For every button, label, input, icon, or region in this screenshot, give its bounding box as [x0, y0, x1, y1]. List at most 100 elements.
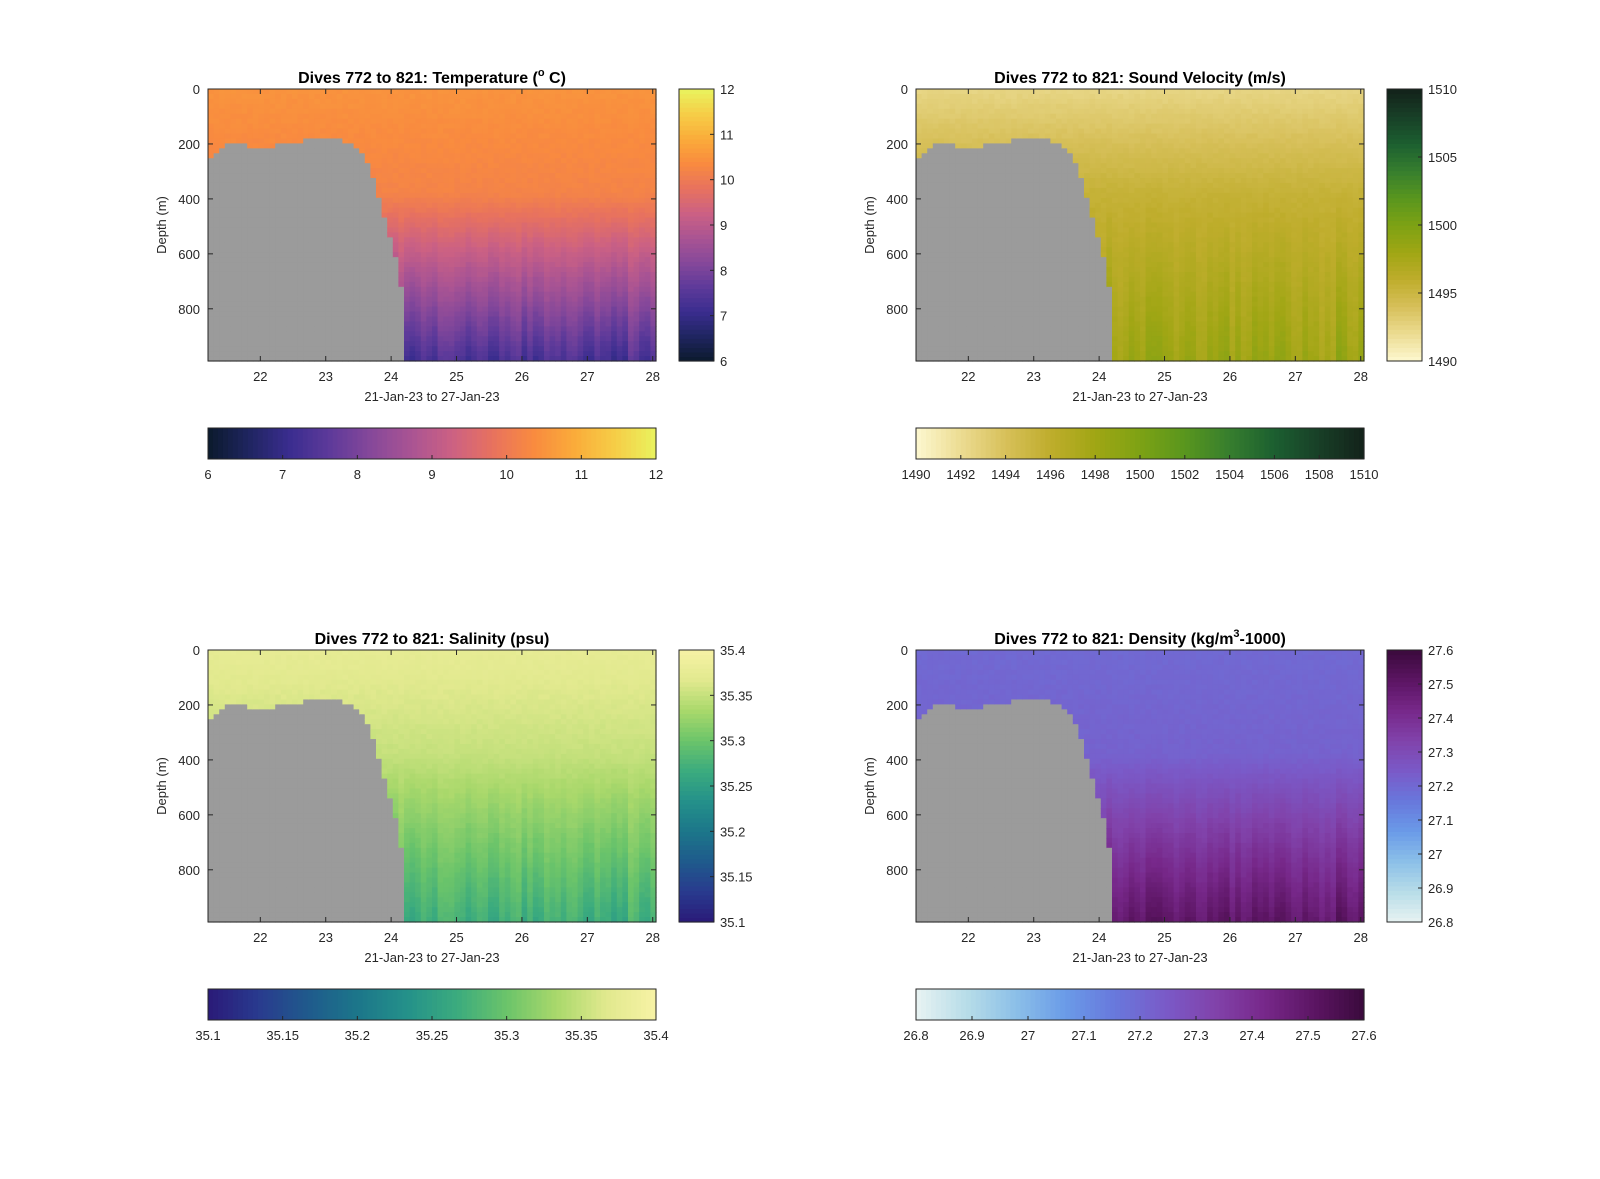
- heatmap-cell: [275, 306, 282, 313]
- heatmap-cell: [392, 187, 399, 194]
- heatmap-cell: [510, 276, 517, 283]
- heatmap-cell: [499, 237, 506, 243]
- heatmap-cell: [600, 311, 607, 318]
- heatmap-cell: [370, 227, 377, 234]
- heatmap-cell: [224, 267, 231, 273]
- heatmap-cell: [236, 197, 243, 204]
- heatmap-cell: [527, 173, 534, 179]
- heatmap-cell: [454, 227, 461, 234]
- heatmap-cell: [275, 262, 282, 268]
- heatmap-cell: [549, 173, 556, 179]
- heatmap-cell: [314, 212, 321, 219]
- heatmap-cell: [932, 346, 939, 352]
- heatmap-cell: [527, 346, 534, 352]
- heatmap-cell: [566, 276, 573, 283]
- heatmap-cell: [538, 351, 545, 357]
- heatmap-cell: [336, 163, 343, 169]
- heatmap-cell: [921, 168, 928, 174]
- heatmap-cell: [628, 232, 635, 238]
- heatmap-cell: [605, 207, 612, 214]
- heatmap-cell: [252, 163, 259, 169]
- heatmap-cell: [409, 148, 416, 154]
- heatmap-cell: [577, 311, 584, 318]
- heatmap-cell: [415, 222, 422, 229]
- heatmap-cell: [916, 143, 923, 149]
- heatmap-cell: [247, 202, 254, 209]
- heatmap-cell: [916, 202, 923, 209]
- heatmap-cell: [527, 296, 534, 303]
- heatmap-cell: [387, 341, 394, 347]
- heatmap-cell: [325, 113, 332, 120]
- heatmap-cell: [359, 242, 366, 248]
- heatmap-cell: [280, 262, 287, 268]
- heatmap-cell: [476, 276, 483, 283]
- heatmap-cell: [549, 143, 556, 149]
- heatmap-cell: [342, 217, 349, 224]
- heatmap-cell: [303, 341, 310, 347]
- heatmap-cell: [572, 222, 579, 229]
- heatmap-cell: [432, 113, 439, 120]
- heatmap-cell: [949, 227, 956, 234]
- heatmap-cell: [230, 217, 237, 224]
- heatmap-cell: [516, 291, 523, 298]
- heatmap-cell: [510, 291, 517, 298]
- heatmap-cell: [516, 212, 523, 219]
- heatmap-cell: [538, 291, 545, 298]
- heatmap-cell: [650, 108, 657, 115]
- heatmap-cell: [280, 207, 287, 214]
- heatmap-cell: [510, 118, 517, 125]
- heatmap-cell: [538, 257, 545, 263]
- colorbar-swatch: [679, 147, 714, 154]
- heatmap-cell: [949, 113, 956, 120]
- heatmap-cell: [460, 267, 467, 273]
- heatmap-cell: [499, 296, 506, 303]
- heatmap-cell: [944, 271, 951, 278]
- heatmap-cell: [252, 118, 259, 125]
- heatmap-cell: [336, 262, 343, 268]
- heatmap-cell: [381, 168, 388, 174]
- heatmap-cell: [432, 311, 439, 318]
- heatmap-cell: [465, 252, 472, 258]
- heatmap-cell: [460, 212, 467, 219]
- heatmap-cell: [297, 301, 304, 308]
- heatmap-cell: [448, 118, 455, 125]
- heatmap-cell: [532, 187, 539, 194]
- heatmap-cell: [927, 153, 934, 159]
- heatmap-cell: [415, 232, 422, 238]
- heatmap-cell: [376, 296, 383, 303]
- heatmap-cell: [532, 182, 539, 189]
- heatmap-cell: [353, 296, 360, 303]
- heatmap-cell: [605, 187, 612, 194]
- heatmap-cell: [482, 262, 489, 268]
- heatmap-cell: [644, 212, 651, 219]
- heatmap-cell: [454, 143, 461, 149]
- heatmap-cell: [594, 242, 601, 248]
- heatmap-cell: [404, 326, 411, 332]
- heatmap-cell: [325, 182, 332, 189]
- heatmap-cell: [252, 262, 259, 268]
- heatmap-cell: [342, 192, 349, 199]
- heatmap-cell: [633, 168, 640, 174]
- heatmap-cell: [549, 232, 556, 238]
- heatmap-cell: [387, 123, 394, 130]
- heatmap-cell: [465, 351, 472, 357]
- heatmap-cell: [927, 301, 934, 308]
- heatmap-cell: [258, 138, 265, 144]
- heatmap-cell: [409, 336, 416, 342]
- heatmap-cell: [353, 138, 360, 144]
- heatmap-cell: [314, 356, 321, 362]
- heatmap-cell: [611, 227, 618, 234]
- heatmap-cell: [454, 316, 461, 323]
- heatmap-cell: [432, 178, 439, 184]
- heatmap-cell: [392, 212, 399, 219]
- heatmap-cell: [566, 321, 573, 327]
- heatmap-cell: [544, 113, 551, 120]
- heatmap-cell: [583, 242, 590, 248]
- heatmap-cells: [208, 89, 657, 362]
- heatmap-cell: [583, 153, 590, 159]
- heatmap-cell: [325, 222, 332, 229]
- heatmap-cell: [297, 336, 304, 342]
- heatmap-cell: [241, 98, 248, 105]
- heatmap-cell: [236, 252, 243, 258]
- heatmap-cell: [320, 286, 327, 293]
